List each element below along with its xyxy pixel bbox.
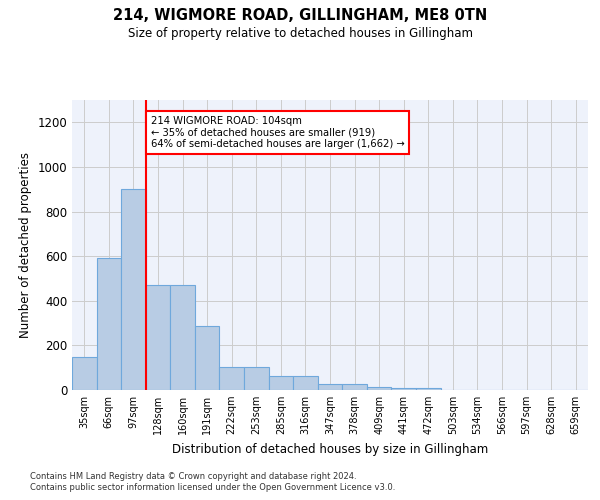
Text: Contains HM Land Registry data © Crown copyright and database right 2024.: Contains HM Land Registry data © Crown c… [30,472,356,481]
Text: Size of property relative to detached houses in Gillingham: Size of property relative to detached ho… [128,28,473,40]
Bar [121,189,146,390]
Text: Contains public sector information licensed under the Open Government Licence v3: Contains public sector information licen… [30,484,395,492]
Y-axis label: Number of detached properties: Number of detached properties [19,152,32,338]
Bar [416,388,440,390]
Bar [72,356,97,390]
Bar [244,366,269,390]
Text: 214, WIGMORE ROAD, GILLINGHAM, ME8 0TN: 214, WIGMORE ROAD, GILLINGHAM, ME8 0TN [113,8,487,22]
Bar [97,258,121,390]
Bar [269,376,293,390]
Bar [367,386,391,390]
Bar [146,285,170,390]
Bar [170,285,195,390]
Bar [318,384,342,390]
Bar [342,384,367,390]
Text: 214 WIGMORE ROAD: 104sqm
← 35% of detached houses are smaller (919)
64% of semi-: 214 WIGMORE ROAD: 104sqm ← 35% of detach… [151,116,404,149]
Bar [293,376,318,390]
Bar [391,388,416,390]
Bar [220,366,244,390]
Bar [195,326,220,390]
Text: Distribution of detached houses by size in Gillingham: Distribution of detached houses by size … [172,442,488,456]
